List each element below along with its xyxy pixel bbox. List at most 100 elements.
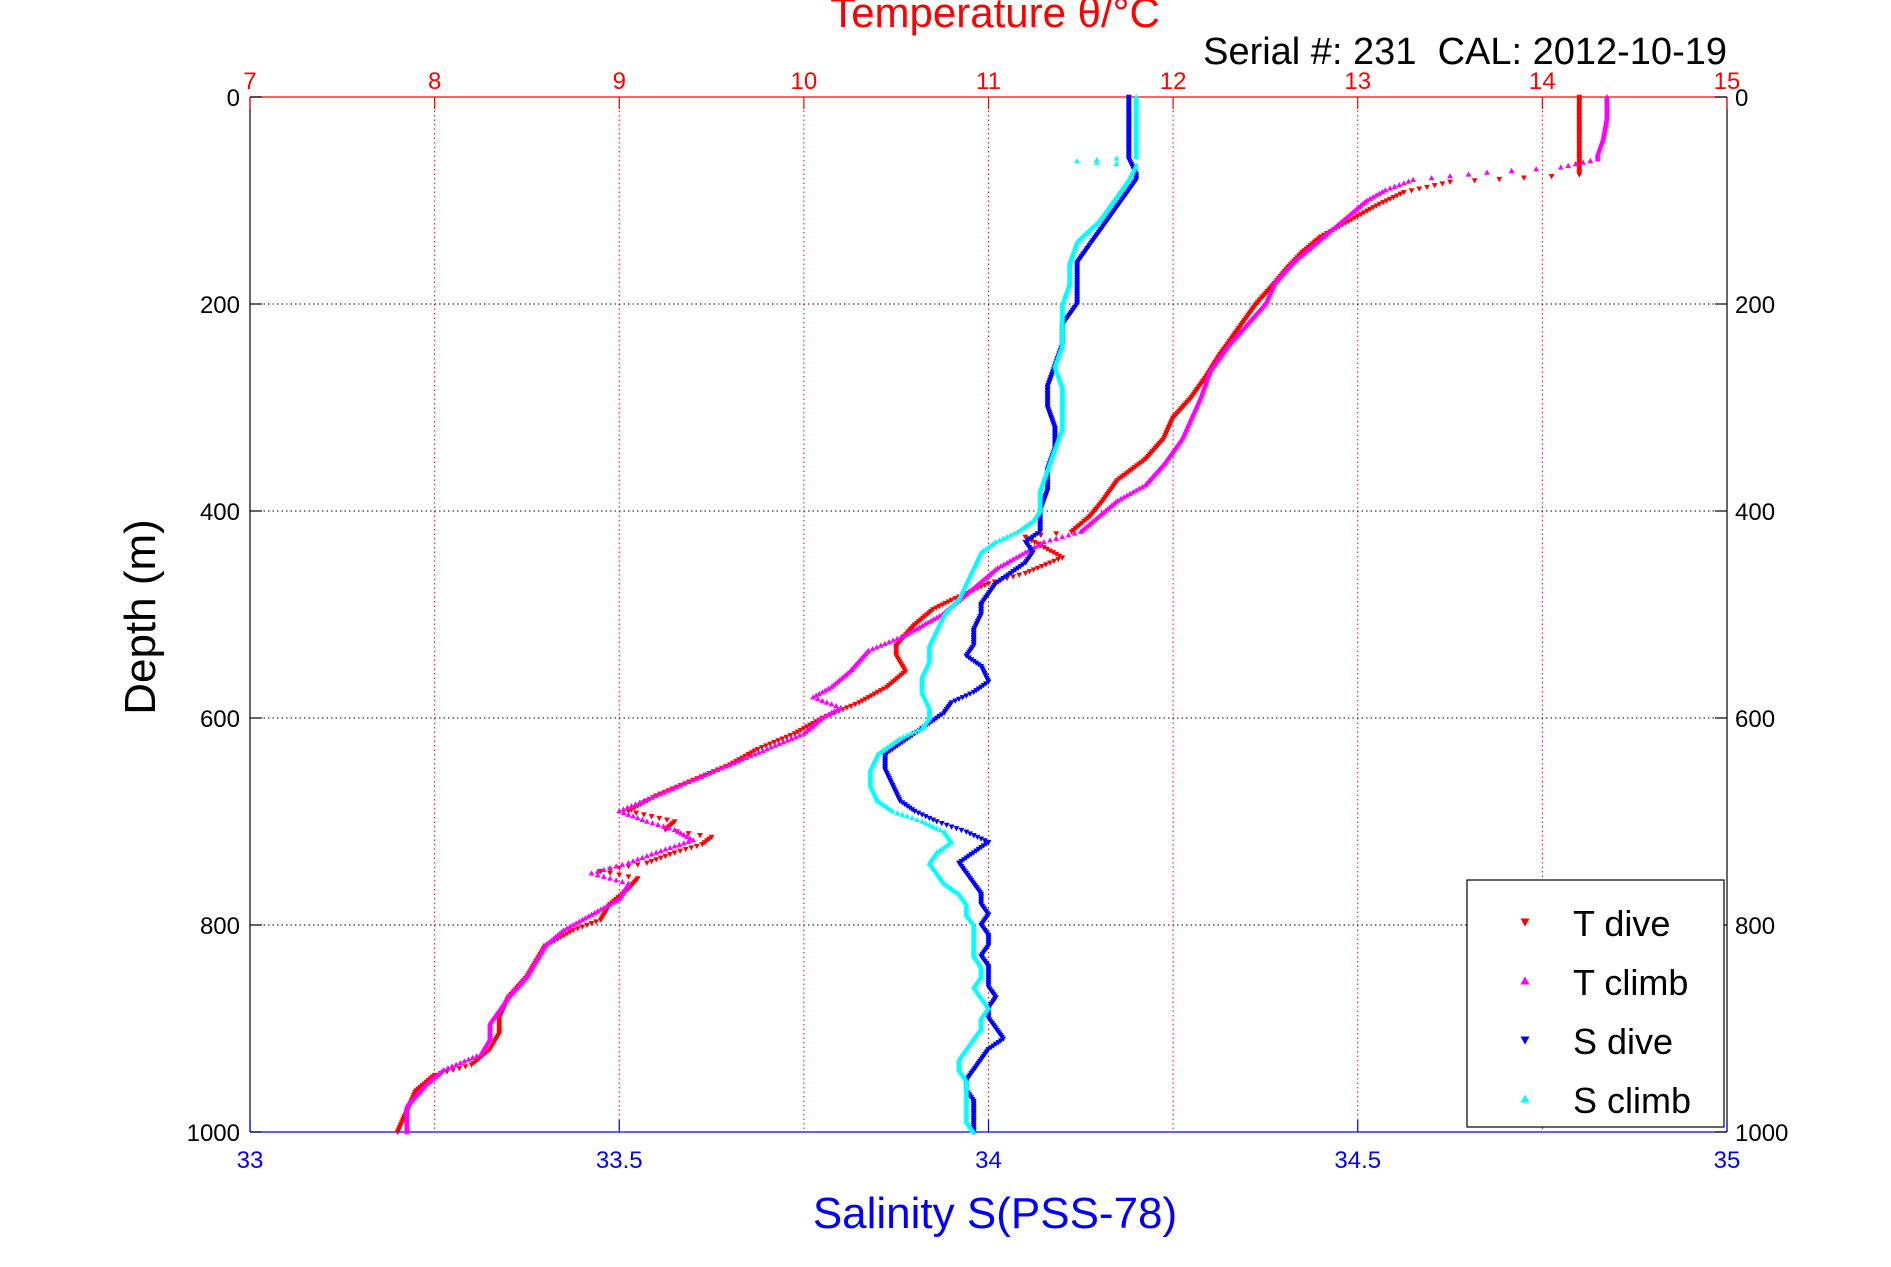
data-point [573,920,580,926]
chart-subtitle: Serial #: 231 CAL: 2012-10-19 [1203,31,1727,73]
data-point [394,1129,401,1136]
data-point [1130,489,1137,495]
data-point [1136,485,1143,491]
data-point [813,692,820,698]
data-point [1533,166,1540,172]
data-point [1071,530,1078,536]
data-point [1373,192,1380,198]
depth-tick-label-right: 1000 [1735,1120,1788,1147]
data-point [1077,528,1084,534]
data-point [628,802,635,809]
data-point [889,740,896,747]
data-point [902,632,909,638]
data-point [980,547,987,553]
data-point [634,862,641,868]
data-point [600,873,607,879]
data-point [594,871,601,878]
data-point [985,581,992,587]
data-point [1465,171,1472,177]
data-point [900,733,907,740]
data-point [616,896,623,902]
data-point [607,870,613,877]
legend-marker [1520,918,1530,927]
depth-tick-label-left: 0 [227,85,240,112]
data-point [1396,181,1403,188]
data-point [1133,487,1140,493]
data-point [767,741,773,747]
data-point [644,852,650,859]
data-point [771,739,778,746]
depth-tick-label-right: 200 [1735,292,1775,319]
data-point [662,846,669,852]
data-point [970,1128,977,1135]
data-point [848,703,854,709]
data-point [1065,532,1072,538]
data-point [1120,494,1127,500]
data-point [449,1063,455,1069]
legend-marker [1520,1036,1530,1045]
data-point [1029,518,1036,524]
data-point [824,699,830,705]
data-point [919,818,925,824]
data-point [904,813,911,819]
data-point [894,635,901,641]
data-point [1000,561,1007,567]
data-point [1016,552,1023,559]
data-point [693,843,700,849]
data-point [1024,521,1031,528]
data-point [926,821,933,828]
data-point [1074,158,1081,164]
depth-tick-label-left: 800 [200,913,240,940]
data-point [1576,172,1583,178]
y-axis-label: Depth (m) [116,519,165,715]
data-point [584,922,590,929]
data-point [759,747,766,753]
legend-marker [1520,1094,1530,1103]
data-point [825,711,832,717]
data-point [887,742,893,748]
legend-item: T dive [1520,903,1670,944]
data-point [908,628,915,635]
data-point [593,919,600,925]
data-point [1521,175,1527,181]
legend-item: T climb [1520,962,1688,1003]
data-point [685,838,692,844]
data-point [610,899,617,905]
data-point [698,773,705,779]
data-point [1020,525,1026,531]
data-point [671,850,678,856]
data-point [941,844,948,850]
data-point [1139,483,1146,490]
data-layer [394,93,1610,1136]
data-point [462,1064,469,1070]
data-point [655,821,661,828]
data-point [461,1058,468,1064]
data-point [747,752,754,759]
data-point [1016,572,1023,578]
data-point [674,828,681,834]
data-point [648,851,655,857]
data-point [882,802,889,809]
data-point [1410,176,1417,183]
data-point [1113,155,1120,161]
data-point [639,816,646,822]
data-point [780,739,787,745]
temperature-tick-label: 14 [1529,68,1556,95]
data-point [677,830,684,836]
data-point [889,808,896,814]
data-point [632,801,639,807]
data-point [938,821,945,827]
data-point [619,878,626,885]
data-point [898,633,905,640]
data-point [828,709,835,716]
data-point [1027,520,1034,526]
data-point [1557,164,1564,170]
data-point [819,689,826,695]
data-point [899,811,906,817]
data-point [653,792,660,798]
data-point [946,884,953,890]
data-point [764,746,770,752]
data-point [879,747,886,753]
